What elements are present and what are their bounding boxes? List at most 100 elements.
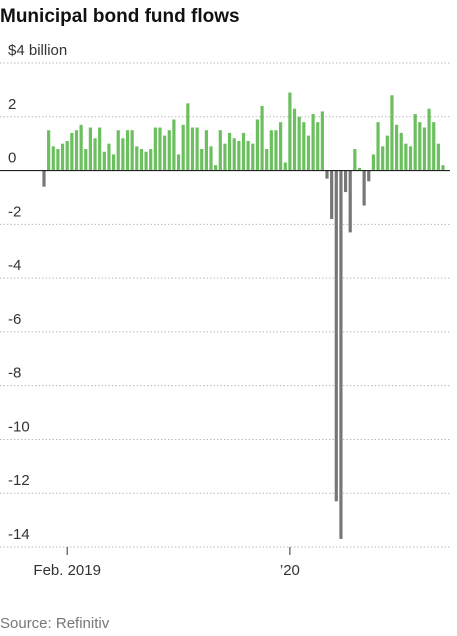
bar — [413, 114, 417, 171]
y-tick-label: 0 — [8, 150, 16, 167]
bar — [390, 95, 394, 171]
bar — [107, 143, 111, 171]
bar — [306, 135, 311, 171]
bar — [218, 130, 222, 171]
bar — [251, 143, 255, 171]
bar — [111, 154, 116, 171]
bar — [227, 132, 232, 171]
bar — [283, 162, 287, 171]
bar — [223, 143, 227, 171]
bar — [255, 119, 260, 171]
bar — [316, 122, 320, 171]
bar — [343, 170, 348, 193]
y-tick-label: -10 — [8, 418, 30, 435]
y-tick-label: -2 — [8, 203, 21, 220]
bar — [348, 170, 352, 233]
bar — [144, 151, 148, 171]
bar — [79, 124, 83, 171]
bar — [176, 154, 181, 171]
bar — [200, 149, 204, 171]
bar — [427, 108, 431, 171]
bar — [121, 138, 125, 171]
y-tick-label: -8 — [8, 365, 21, 382]
bar — [88, 127, 92, 171]
bar — [265, 149, 269, 171]
bar — [260, 106, 264, 171]
y-tick-label: -14 — [8, 526, 30, 543]
bar — [98, 127, 102, 171]
bar — [60, 143, 65, 171]
y-tick-label: -12 — [8, 472, 30, 489]
bar — [167, 130, 171, 171]
bar — [56, 149, 60, 171]
bar — [408, 146, 413, 171]
bar — [84, 149, 88, 171]
bar — [339, 170, 343, 539]
bar — [125, 130, 130, 171]
bar — [436, 143, 440, 171]
bar — [292, 108, 297, 171]
bar — [74, 130, 79, 171]
x-tick-label: Feb. 2019 — [33, 562, 101, 579]
source: Source: Refinitiv — [0, 615, 110, 632]
bar — [269, 130, 273, 171]
bar — [357, 167, 362, 171]
bar — [51, 146, 55, 171]
bar — [42, 170, 46, 187]
bar — [149, 149, 153, 171]
bar — [190, 127, 195, 171]
bar — [399, 132, 403, 171]
bar — [241, 132, 246, 171]
bar — [362, 170, 366, 206]
bar — [130, 130, 134, 171]
bar — [353, 149, 357, 171]
chart-title: Municipal bond fund flows — [0, 6, 240, 27]
bar — [163, 135, 167, 171]
y-tick-label: 2 — [8, 96, 16, 113]
bar — [279, 122, 283, 171]
bar — [70, 132, 74, 171]
bar — [320, 111, 324, 171]
bar — [232, 138, 236, 171]
bar — [311, 114, 315, 171]
bar — [65, 140, 69, 171]
bar — [371, 154, 376, 171]
bar — [102, 151, 106, 171]
bar — [237, 140, 241, 171]
bar — [334, 170, 338, 502]
bar — [172, 119, 176, 171]
bar — [47, 130, 51, 171]
bar — [376, 122, 380, 171]
bar — [297, 116, 301, 171]
bar — [422, 127, 427, 171]
bar — [135, 146, 139, 171]
bar — [116, 130, 120, 171]
bar — [367, 170, 371, 182]
y-tick-label: -6 — [8, 311, 21, 328]
bar — [209, 146, 213, 171]
bar — [153, 127, 157, 171]
bar — [395, 124, 399, 171]
bar — [381, 146, 385, 171]
bar — [418, 122, 422, 171]
bar — [274, 130, 278, 171]
bar — [158, 127, 162, 171]
bar — [246, 140, 250, 171]
bar — [214, 165, 218, 171]
bar — [93, 138, 97, 171]
bar — [404, 143, 408, 171]
bar — [441, 165, 445, 171]
bar — [139, 149, 144, 171]
x-tick-label: ’20 — [280, 562, 300, 579]
y-tick-label: -4 — [8, 257, 21, 274]
bar — [204, 130, 208, 171]
bar — [195, 127, 199, 171]
y-tick-label: $4 billion — [8, 42, 67, 59]
bar — [330, 170, 334, 219]
bar — [385, 135, 389, 171]
bar — [181, 124, 185, 171]
bar — [432, 122, 436, 171]
bar — [186, 103, 190, 171]
bar — [288, 92, 292, 171]
